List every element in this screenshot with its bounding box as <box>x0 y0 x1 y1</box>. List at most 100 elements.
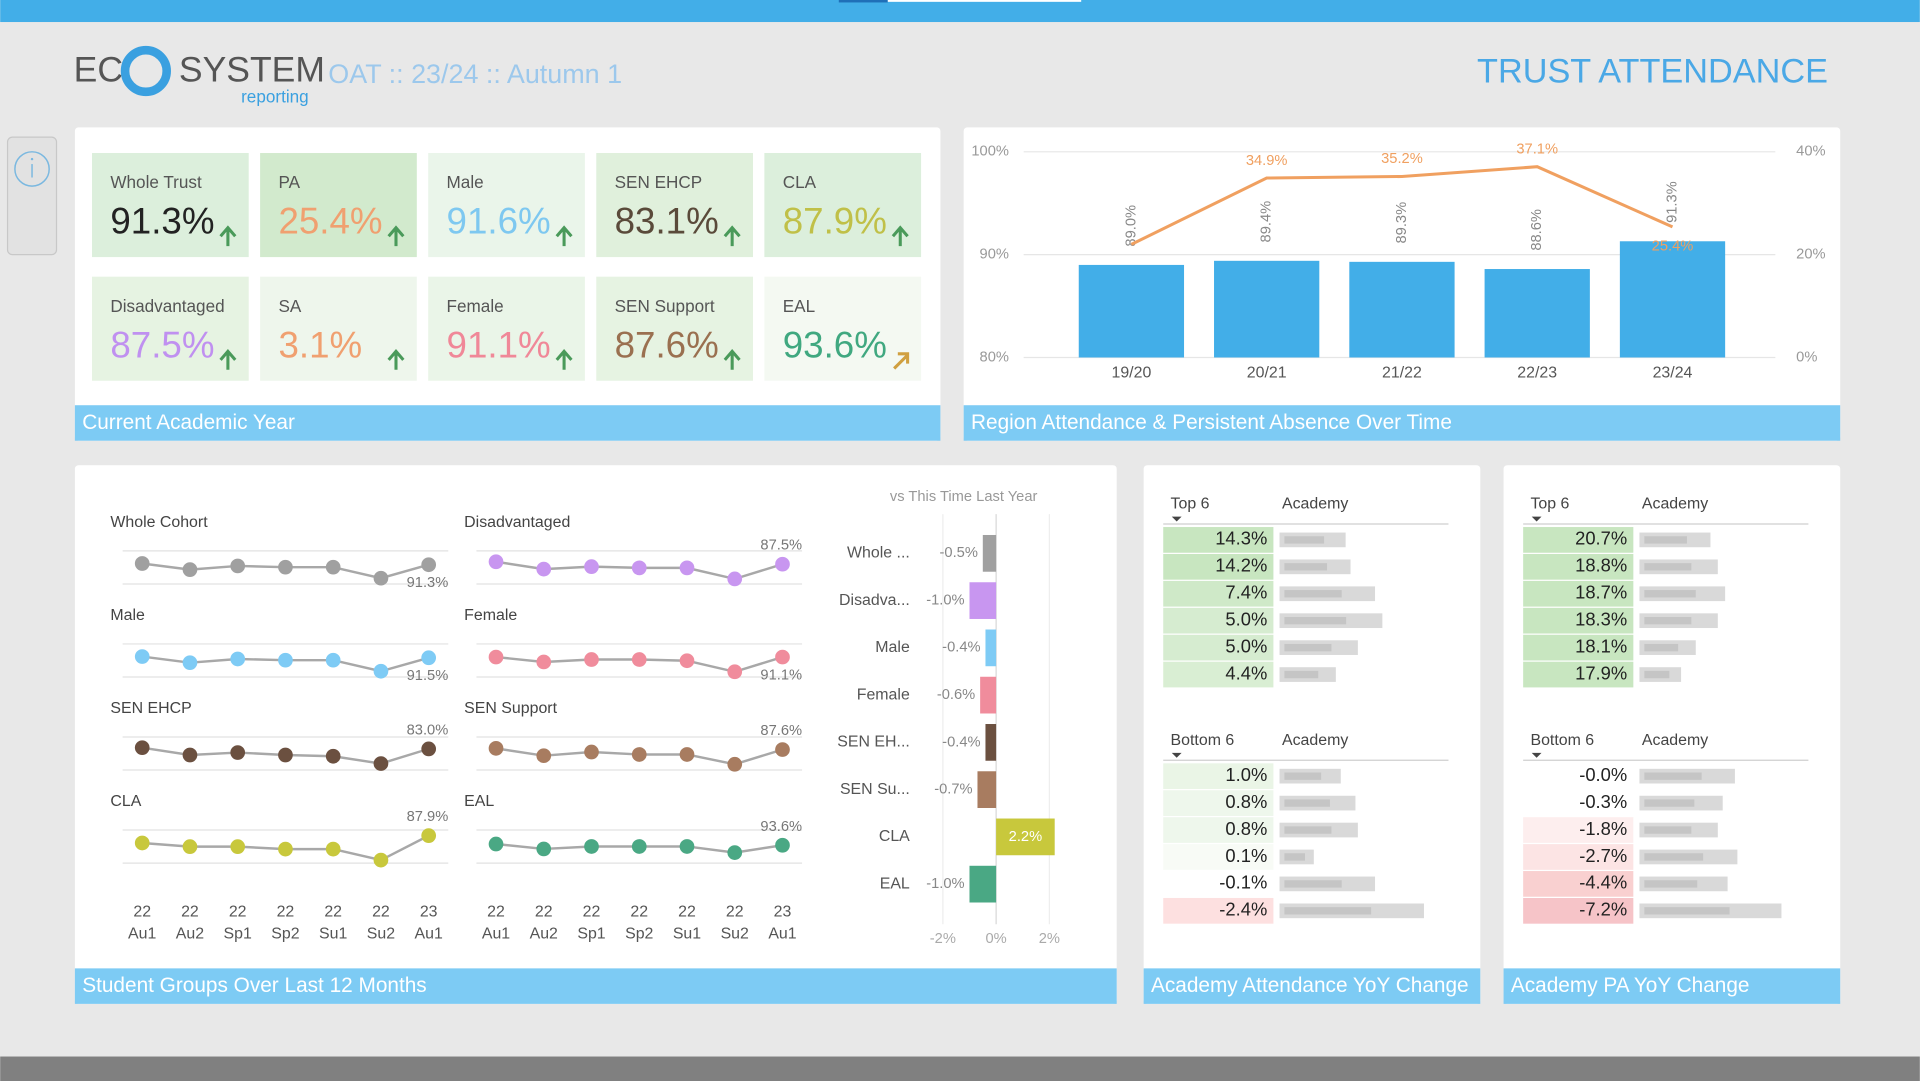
value-text: -0.1% <box>1219 872 1267 893</box>
kpi-card <box>764 153 922 258</box>
info-tab[interactable] <box>6 136 58 256</box>
logo-circle <box>120 45 171 97</box>
x-tick-label: 22 <box>324 903 342 920</box>
line-data-label: 25.4% <box>1652 238 1694 254</box>
point-label: 93.6% <box>760 819 802 835</box>
series-point <box>584 744 599 760</box>
value-text: 0.8% <box>1225 791 1267 812</box>
kpi-value: 25.4% <box>278 201 382 242</box>
academy-name-redacted <box>1284 536 1325 544</box>
bar <box>969 865 997 903</box>
value-text: 17.9% <box>1575 662 1627 683</box>
x-tick-label: 23 <box>774 903 792 920</box>
x-tick-label: 22 <box>133 903 151 920</box>
series-point <box>584 839 599 854</box>
column-header: Academy <box>1282 496 1348 513</box>
value-cell <box>1523 790 1634 816</box>
bar-data-label: -1.0% <box>926 876 964 892</box>
value-cell <box>1523 527 1634 553</box>
academy-name-redacted <box>1284 563 1328 571</box>
x-tick-label: Au1 <box>415 925 443 942</box>
logo-text: EC <box>74 50 123 90</box>
academy-name-redacted <box>1284 670 1319 679</box>
trend-arrow <box>555 225 573 247</box>
series-point <box>278 747 293 763</box>
bar-data-label: 89.3% <box>1394 202 1410 244</box>
bar-data-label: 88.6% <box>1529 209 1545 251</box>
series-title: Whole Cohort <box>110 514 208 531</box>
series-point <box>488 741 504 756</box>
series-point <box>134 740 150 756</box>
kpi-value: 91.1% <box>447 324 551 365</box>
academy-name-redacted <box>1644 563 1692 571</box>
value-text: 18.1% <box>1575 635 1627 656</box>
academy-name-redacted <box>1644 880 1698 888</box>
value-cell <box>1163 871 1274 897</box>
series-point <box>775 649 790 665</box>
series-point <box>727 571 743 587</box>
x-tick-label: 22 <box>229 903 247 920</box>
value-text: 18.3% <box>1575 609 1627 630</box>
academy-name-redacted <box>1284 590 1342 598</box>
bottom-bar <box>0 1056 1920 1081</box>
kpi-value: 87.5% <box>110 324 214 365</box>
x-tick-label: Su2 <box>721 925 749 942</box>
academy-name-redacted <box>1644 799 1695 807</box>
series-point <box>278 559 293 575</box>
series-point <box>230 745 246 760</box>
x-tick-label: 22 <box>726 903 744 920</box>
series-point <box>182 655 198 671</box>
y-tick-label: 100% <box>971 144 1009 160</box>
series-point <box>679 747 695 762</box>
value-text: 20.7% <box>1575 528 1627 549</box>
x-tick-label: 23/24 <box>1653 365 1693 382</box>
x-tick-label: 2% <box>1039 931 1060 947</box>
point-label: 83.0% <box>407 722 449 738</box>
series-point <box>230 558 246 574</box>
point-label: 87.9% <box>407 809 449 825</box>
column-header: Bottom 6 <box>1530 732 1594 749</box>
value-cell <box>1523 844 1634 870</box>
x-tick-label: 22 <box>678 903 696 920</box>
value-text: 0.1% <box>1225 845 1267 866</box>
point-label: 87.6% <box>760 723 802 739</box>
x-tick-label: -2% <box>930 931 956 947</box>
top-tab[interactable] <box>887 0 1082 2</box>
series-point <box>631 560 647 576</box>
value-text: 18.7% <box>1575 582 1627 603</box>
y-tick-label: 80% <box>980 349 1009 365</box>
x-tick-label: Sp2 <box>625 925 653 942</box>
series-point <box>373 570 389 586</box>
series-point <box>727 756 743 772</box>
academy-name-redacted <box>1644 853 1704 861</box>
value-cell <box>1523 763 1634 790</box>
logo-subtext: reporting <box>241 86 309 106</box>
value-text: 14.3% <box>1215 528 1267 549</box>
chart-subtitle: vs This Time Last Year <box>890 489 1038 505</box>
value-text: 0.8% <box>1225 818 1267 839</box>
bar-data-label: 91.3% <box>1664 181 1680 223</box>
x-tick-label: 23 <box>420 903 438 920</box>
value-cell <box>1163 817 1274 843</box>
trend-arrow <box>893 352 910 370</box>
column-header: Academy <box>1642 496 1708 513</box>
info-icon[interactable] <box>14 151 50 187</box>
top-tab-active[interactable] <box>838 0 888 3</box>
panel-footer <box>963 405 1841 441</box>
column-header: Academy <box>1642 732 1708 749</box>
trend-arrow <box>891 225 909 247</box>
info-icon <box>30 157 34 161</box>
kpi-card <box>428 153 585 258</box>
series-title: SEN EHCP <box>110 700 191 717</box>
kpi-value: 91.3% <box>110 201 214 242</box>
series-point <box>134 835 150 851</box>
bar <box>996 818 1055 856</box>
value-text: 4.4% <box>1225 662 1267 683</box>
series-point <box>775 556 790 572</box>
bar <box>980 676 997 714</box>
series-point <box>631 652 647 667</box>
trend-arrow <box>219 225 237 247</box>
series-point <box>488 836 504 852</box>
series-point <box>182 747 198 763</box>
series-point <box>775 742 790 757</box>
